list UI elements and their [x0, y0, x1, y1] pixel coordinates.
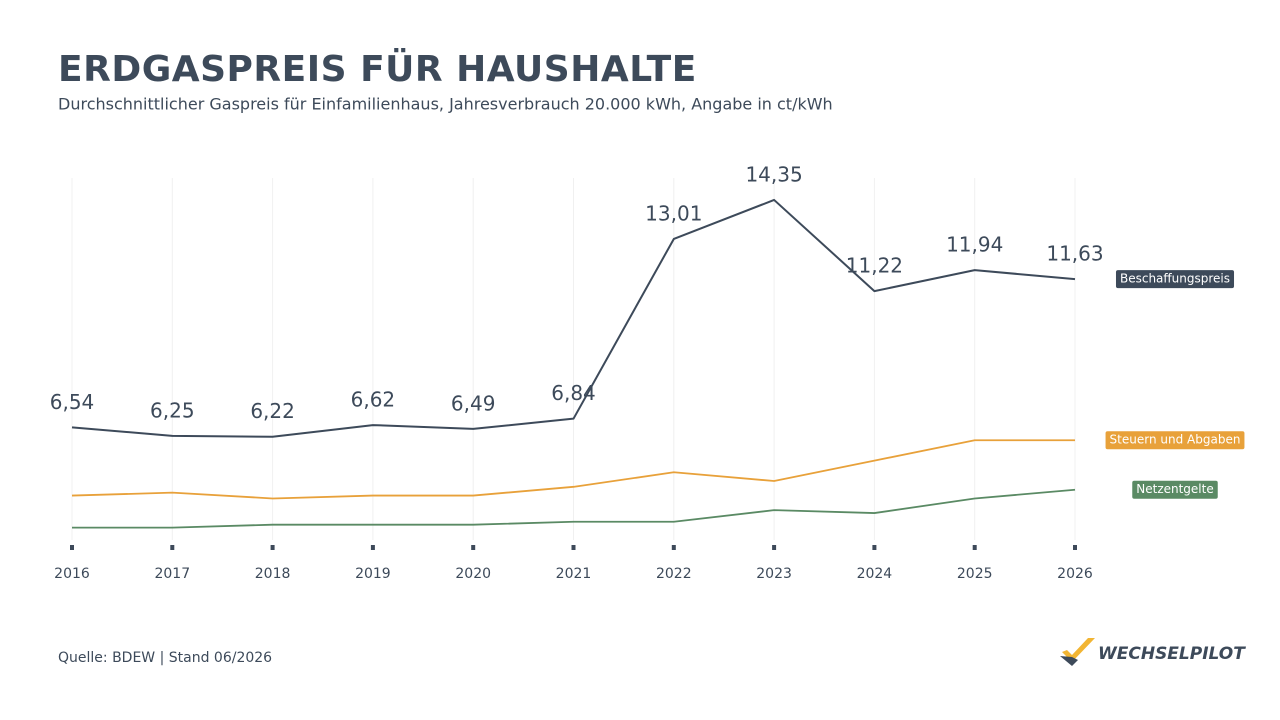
x-tick-mark — [1073, 545, 1077, 550]
x-tick-label: 2018 — [255, 566, 291, 582]
logo: WECHSELPILOT — [1060, 638, 1246, 666]
x-tick-label: 2016 — [54, 566, 90, 582]
x-tick-mark — [270, 545, 275, 550]
x-tick-mark — [571, 545, 576, 550]
x-tick-mark — [471, 545, 476, 550]
value-label: 6,49 — [451, 391, 496, 415]
x-tick-mark — [70, 545, 74, 550]
x-tick-mark — [972, 545, 977, 550]
x-tick-label: 2022 — [656, 566, 692, 582]
x-tick-mark — [170, 545, 175, 550]
x-tick-label: 2020 — [455, 566, 491, 582]
x-tick-mark — [370, 545, 375, 550]
chart-title: ERDGASPREIS FÜR HAUSHALTE — [58, 48, 697, 90]
series-label: Beschaffungspreis — [1115, 270, 1235, 289]
value-label: 6,62 — [351, 388, 396, 412]
x-tick-label: 2024 — [857, 566, 893, 582]
series-label-box — [1132, 480, 1218, 499]
value-label: 6,54 — [50, 390, 95, 414]
x-tick-mark — [772, 545, 777, 550]
x-tick-label: 2019 — [355, 566, 391, 582]
value-label: 6,25 — [150, 398, 195, 422]
series-label-text: Steuern und Abgaben — [1110, 433, 1241, 447]
series-label-box — [1105, 431, 1245, 450]
value-label: 6,84 — [551, 381, 596, 405]
series-label-box — [1115, 270, 1235, 289]
logo-mark — [1060, 656, 1078, 666]
series-label: Netzentgelte — [1132, 480, 1218, 499]
x-tick-mark — [872, 545, 877, 550]
series-line — [71, 439, 1075, 500]
x-tick-label: 2026 — [1057, 566, 1093, 582]
logo-mark — [1062, 638, 1095, 662]
series-label-text: Netzentgelte — [1136, 482, 1213, 496]
series-line — [72, 488, 1076, 529]
value-label: 11,22 — [846, 254, 903, 278]
value-label: 11,63 — [1046, 242, 1103, 266]
x-tick-mark — [671, 545, 676, 550]
value-label: 13,01 — [645, 201, 702, 225]
x-tick-label: 2025 — [957, 566, 993, 582]
series-line — [71, 198, 1076, 438]
x-tick-label: 2017 — [154, 566, 190, 582]
value-label: 14,35 — [745, 162, 802, 186]
logo-text: WECHSELPILOT — [1098, 644, 1246, 664]
x-tick-label: 2021 — [556, 566, 592, 582]
chart-subtitle: Durchschnittlicher Gaspreis für Einfamil… — [58, 95, 833, 114]
series-label-text: Beschaffungspreis — [1120, 272, 1230, 286]
x-tick-label: 2023 — [756, 566, 792, 582]
value-label: 6,22 — [250, 399, 295, 423]
value-label: 11,94 — [946, 233, 1003, 257]
series-label: Steuern und Abgaben — [1105, 431, 1245, 450]
source: Quelle: BDEW | Stand 06/2026 — [58, 650, 272, 666]
